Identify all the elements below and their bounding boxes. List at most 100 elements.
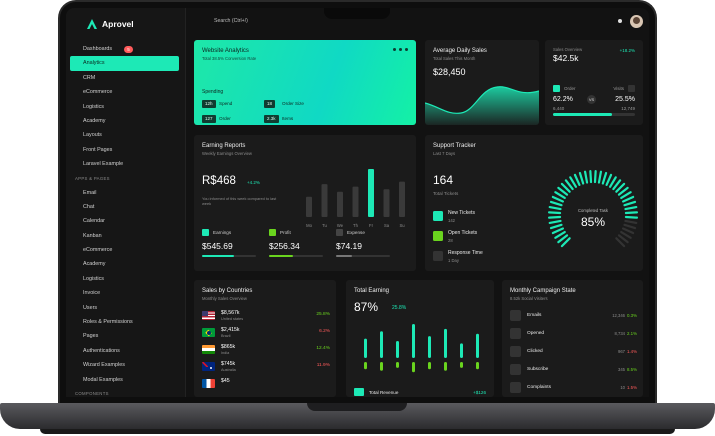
- earning-bar[interactable]: [399, 181, 405, 217]
- campaign-row[interactable]: Subscribe 345 8.5%: [510, 364, 637, 377]
- avatar[interactable]: [630, 15, 643, 28]
- earning-value: R$468: [202, 175, 236, 187]
- gauge-tick: [564, 179, 574, 191]
- earning-bar[interactable]: [306, 196, 312, 217]
- sidebar-item[interactable]: Front Pages: [66, 143, 185, 157]
- earning-bar[interactable]: [321, 184, 328, 217]
- country-row[interactable]: $45: [202, 378, 330, 392]
- country-row[interactable]: $8,567k United states 25.8%: [202, 310, 330, 324]
- gauge-tick: [617, 186, 629, 196]
- gauge-tick: [589, 169, 593, 184]
- sales-by-countries-card: Sales by Countries Monthly Sales Overvie…: [194, 280, 336, 397]
- ticket-title: New Tickets: [448, 210, 475, 216]
- sidebar-item[interactable]: Roles & Permissions: [83, 319, 133, 326]
- gauge-tick: [593, 169, 597, 184]
- carousel-dots[interactable]: [393, 48, 408, 51]
- stat-chip: 18: [264, 100, 276, 108]
- campaign-icon: [510, 328, 521, 339]
- country-row[interactable]: $745k Australia 11.9%: [202, 361, 330, 375]
- country-name: Australia: [221, 368, 236, 372]
- laptop-hinge: [307, 403, 407, 411]
- sidebar-item[interactable]: eCommerce: [83, 247, 113, 254]
- stat-icon: [202, 229, 209, 236]
- campaign-label: Clicked: [527, 349, 543, 354]
- search-input[interactable]: Search (Ctrl+/): [214, 18, 248, 24]
- sales-countries-subtitle: Monthly Sales Overview: [202, 296, 247, 301]
- earning-bar[interactable]: [383, 189, 390, 217]
- gauge-tick: [547, 215, 562, 219]
- sidebar-item[interactable]: Kanban: [83, 232, 102, 239]
- earning-stat-value: $545.69: [202, 241, 233, 251]
- sidebar-item[interactable]: Academy: [66, 114, 185, 128]
- ticket-count: 142: [448, 218, 455, 223]
- sidebar-item-label: Dashboards: [83, 46, 113, 52]
- sidebar-item[interactable]: Pages: [83, 333, 99, 340]
- ticket-icon: [433, 211, 443, 221]
- stat-icon: [336, 229, 343, 236]
- earning-stat-label: Profit: [280, 230, 291, 235]
- country-value: $8,567k: [221, 310, 240, 316]
- sidebar-item[interactable]: Modal Examples: [83, 376, 123, 383]
- sidebar-item[interactable]: Authentications: [83, 347, 120, 354]
- sidebar-item[interactable]: Chat: [83, 203, 95, 210]
- brand[interactable]: Aprovel: [66, 14, 185, 34]
- ticket-item[interactable]: Response Time 1 Day: [433, 250, 483, 263]
- theme-toggle-icon[interactable]: [618, 19, 622, 23]
- sidebar-item[interactable]: Wizard Examples: [83, 362, 125, 369]
- sidebar: Aprovel Dashboards 5 Analytics CRM eCommerce…: [66, 8, 186, 397]
- ticket-item[interactable]: Open Tickets 28: [433, 230, 477, 243]
- sidebar-item[interactable]: Invoice: [83, 290, 101, 297]
- earning-bottom-bar: [412, 362, 415, 373]
- order-count: 6,440: [553, 106, 565, 111]
- stat-label: Spend: [219, 101, 233, 106]
- total-earning-card: Total Earning 87% 25.8% Total Revenue +$…: [346, 280, 494, 397]
- campaign-label: Opened: [527, 331, 545, 336]
- sidebar-item[interactable]: Academy: [83, 261, 106, 268]
- earning-bar[interactable]: [337, 191, 343, 217]
- sidebar-item[interactable]: CRM: [66, 71, 185, 85]
- campaign-pct: 1.5%: [626, 385, 637, 390]
- revenue-icon: [354, 388, 364, 396]
- country-row[interactable]: $2,415k Brazil 6.2%: [202, 327, 330, 341]
- sidebar-item[interactable]: Users: [83, 304, 98, 311]
- campaign-label: Emails: [527, 313, 542, 318]
- sidebar-item[interactable]: Logistics: [66, 100, 185, 114]
- earning-stat-bar: [269, 255, 323, 257]
- earning-top-bar: [476, 333, 479, 358]
- earning-bar[interactable]: [368, 169, 374, 217]
- website-analytics-subtitle: Total 38.5% Conversion Rate: [202, 56, 257, 61]
- support-tracker-card: Support Tracker Last 7 Days 164 Total Ti…: [425, 135, 643, 271]
- sidebar-item-label: Analytics: [83, 60, 105, 67]
- day-label: Fr: [369, 223, 374, 228]
- campaign-row[interactable]: Complaints 10 1.5%: [510, 382, 637, 395]
- campaign-row[interactable]: Emails 12,346 0.3%: [510, 310, 637, 323]
- sidebar-item-label: Front Pages: [83, 146, 113, 153]
- brand-name: Aprovel: [102, 19, 134, 29]
- earning-top-bar: [364, 338, 367, 358]
- country-name: Brazil: [221, 334, 231, 338]
- sidebar-item[interactable]: Dashboards 5: [66, 42, 185, 56]
- campaign-row[interactable]: Opened 8,734 2.1%: [510, 328, 637, 341]
- average-daily-sales-title: Average Daily Sales: [433, 48, 487, 54]
- visits-count: 12,749: [621, 106, 635, 111]
- ticket-item[interactable]: New Tickets 142: [433, 210, 475, 223]
- campaign-row[interactable]: Clicked 967 1.4%: [510, 346, 637, 359]
- sidebar-item[interactable]: Layouts: [66, 128, 185, 142]
- day-label: Tu: [322, 223, 327, 228]
- earning-bottom-bar: [396, 362, 399, 368]
- sidebar-item[interactable]: Analytics: [70, 56, 179, 71]
- sidebar-item[interactable]: Logistics: [83, 275, 104, 282]
- earning-badge: +4.2%: [247, 180, 260, 185]
- sidebar-section-label: APPS & PAGES: [75, 175, 110, 181]
- country-row[interactable]: $865k India 12.4%: [202, 344, 330, 358]
- ticket-title: Response Time: [448, 250, 483, 256]
- sidebar-item[interactable]: Calendar: [83, 218, 105, 225]
- earning-stat-header: Earnings: [202, 229, 264, 236]
- sidebar-item[interactable]: eCommerce: [66, 85, 185, 99]
- campaign-count: 345: [618, 367, 625, 372]
- sidebar-item[interactable]: Laravel Example: [66, 157, 185, 171]
- sales-overview-value: $42.5k: [553, 53, 579, 63]
- ticket-text: Response Time 1 Day: [448, 250, 483, 263]
- earning-bar[interactable]: [352, 186, 359, 217]
- sidebar-item[interactable]: Email: [83, 189, 97, 196]
